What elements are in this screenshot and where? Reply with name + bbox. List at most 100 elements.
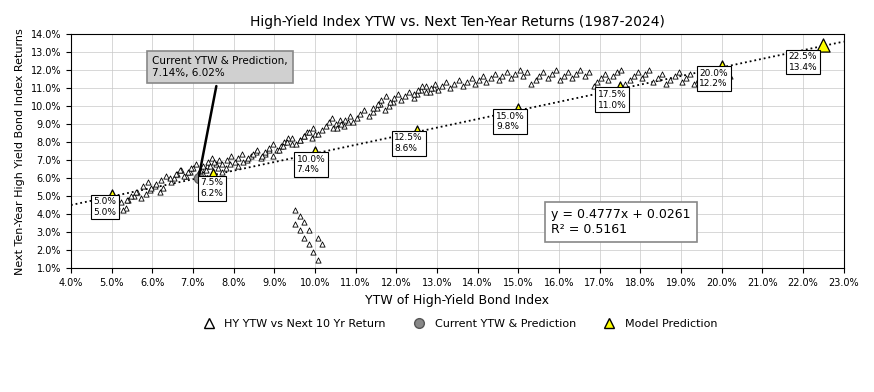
Point (244, 153, 258, 160)
Point (398, 93, 412, 100)
Point (709, 71, 723, 78)
Point (342, 119, 356, 125)
Point (455, 83, 469, 89)
Point (420, 89, 434, 96)
Point (586, 83, 600, 89)
Point (121, 197, 135, 203)
Point (671, 69, 685, 76)
Point (108, 197, 122, 203)
Text: 15.0%
9.8%: 15.0% 9.8% (496, 112, 524, 131)
Point (199, 167, 213, 173)
Point (414, 87, 428, 93)
Point (443, 85, 457, 91)
Point (191, 171, 205, 178)
Point (411, 91, 425, 98)
Point (205, 155, 219, 162)
Point (156, 185, 170, 191)
Point (94, 211, 108, 218)
Point (610, 69, 624, 76)
Point (163, 179, 177, 185)
Point (333, 117, 347, 123)
Point (215, 169, 229, 176)
Point (128, 193, 142, 200)
Point (512, 67, 526, 73)
Point (228, 159, 242, 165)
Point (439, 79, 453, 85)
Point (159, 173, 173, 180)
Point (144, 185, 158, 191)
Point (412, 87, 426, 93)
Y-axis label: Next Ten-Year High Yield Bond Index Returns: Next Ten-Year High Yield Bond Index Retu… (15, 28, 25, 275)
Point (274, 143, 288, 149)
Point (293, 137, 307, 143)
Point (723, 73, 737, 80)
Point (153, 189, 167, 196)
Point (366, 105, 380, 111)
Point (336, 123, 350, 129)
Point (712, 77, 726, 83)
Text: y = 0.4777x + 0.0261
R² = 0.5161: y = 0.4777x + 0.0261 R² = 0.5161 (551, 208, 690, 236)
Point (663, 77, 677, 83)
Point (311, 257, 325, 263)
Point (235, 151, 249, 158)
Point (391, 91, 405, 98)
Point (383, 99, 397, 105)
Point (129, 189, 143, 196)
Text: 22.5%
13.4%: 22.5% 13.4% (788, 53, 817, 72)
Point (289, 141, 303, 147)
Point (197, 163, 211, 169)
Point (511, 107, 525, 113)
Text: Current YTW & Prediction,
7.14%, 6.02%: Current YTW & Prediction, 7.14%, 6.02% (152, 56, 288, 175)
Point (277, 139, 291, 145)
Point (184, 165, 198, 171)
Point (508, 71, 522, 78)
Point (262, 145, 276, 151)
Point (154, 177, 168, 183)
Point (209, 161, 223, 167)
Point (193, 167, 207, 173)
Point (141, 179, 155, 185)
Point (97, 207, 111, 213)
Point (479, 79, 493, 85)
Point (366, 109, 380, 116)
Point (578, 73, 592, 80)
Point (121, 197, 135, 203)
Point (325, 115, 339, 122)
Point (353, 111, 367, 118)
Point (483, 75, 497, 82)
Point (668, 73, 682, 80)
Point (148, 183, 162, 189)
Point (302, 129, 316, 136)
Point (679, 75, 693, 82)
Point (272, 147, 286, 153)
Point (346, 119, 360, 125)
Point (715, 64, 729, 70)
Point (276, 143, 290, 149)
Point (191, 175, 205, 181)
Point (427, 85, 440, 91)
Point (215, 161, 229, 167)
Point (492, 77, 506, 83)
Point (206, 172, 220, 178)
X-axis label: YTW of High-Yield Bond Index: YTW of High-Yield Bond Index (365, 294, 549, 307)
Point (281, 139, 295, 145)
Point (370, 105, 384, 111)
Title: High-Yield Index YTW vs. Next Ten-Year Returns (1987-2024): High-Yield Index YTW vs. Next Ten-Year R… (250, 15, 665, 29)
Point (189, 161, 203, 167)
Point (114, 199, 128, 205)
Point (297, 219, 311, 225)
Point (452, 77, 466, 83)
Point (173, 167, 187, 173)
Point (236, 159, 250, 165)
Point (119, 205, 133, 211)
Point (288, 221, 302, 227)
Point (532, 73, 546, 80)
Point (232, 163, 246, 169)
Point (545, 71, 559, 78)
Point (468, 81, 482, 87)
Point (136, 183, 150, 189)
Text: 20.0%
12.2%: 20.0% 12.2% (699, 69, 728, 88)
Point (656, 71, 669, 78)
Point (296, 133, 310, 140)
Point (134, 195, 148, 201)
